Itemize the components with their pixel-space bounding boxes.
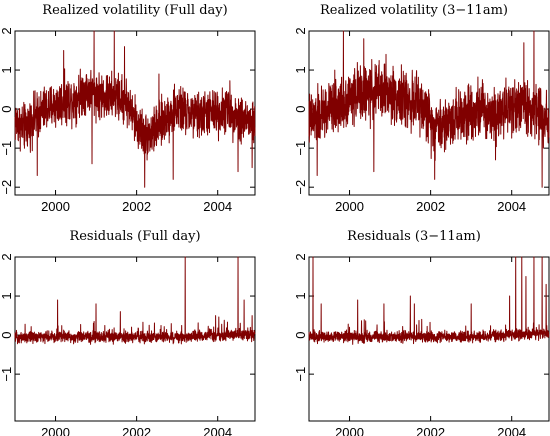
y-tick-label: 0 (293, 105, 308, 112)
x-tick-label: 2002 (416, 199, 445, 214)
panel-realized-volatility-full-day: Realized volatility (Full day) 2000 2002 2… (0, 3, 256, 214)
y-tick-label: −2 (0, 180, 14, 195)
panel-residuals-3-11am: Residuals (3−11am) 2000 2002 2004 −1 0 1 2 (293, 229, 550, 436)
plot-area: 2000 2002 2004 −2 −1 0 1 2 (0, 27, 256, 214)
plot-area: 2000 2002 2004 −2 −1 0 1 2 (293, 27, 550, 214)
x-tick-label: 2004 (497, 425, 526, 436)
y-tick-label: −2 (293, 180, 308, 195)
x-tick-label: 2000 (41, 199, 70, 214)
y-tick-label: 1 (0, 66, 14, 73)
y-tick-label: 1 (293, 292, 308, 299)
plot-area: 2000 2002 2004 −1 0 1 2 (293, 253, 550, 436)
panel-title: Realized volatility (Full day) (42, 3, 227, 18)
x-tick-label: 2004 (497, 199, 526, 214)
y-tick-label: −1 (0, 367, 14, 382)
y-tick-label: 0 (0, 105, 14, 112)
y-tick-label: 0 (0, 331, 14, 338)
y-tick-label: 2 (293, 27, 308, 34)
x-tick-label: 2004 (203, 199, 232, 214)
y-tick-label: 1 (0, 292, 14, 299)
x-tick-label: 2004 (203, 425, 232, 436)
x-tick-label: 2002 (416, 425, 445, 436)
panel-title: Residuals (Full day) (69, 229, 200, 244)
panel-title: Realized volatility (3−11am) (320, 3, 508, 18)
x-tick-label: 2000 (335, 425, 364, 436)
series-line (14, 256, 256, 345)
x-tick-label: 2002 (122, 199, 151, 214)
y-tick-label: −1 (293, 367, 308, 382)
y-tick-label: 2 (0, 253, 14, 260)
series-line (14, 30, 256, 188)
y-tick-label: 2 (0, 27, 14, 34)
y-tick-label: 0 (293, 331, 308, 338)
panel-title: Residuals (3−11am) (347, 229, 481, 244)
plot-area: 2000 2002 2004 −1 0 1 2 (0, 253, 256, 436)
y-tick-label: 2 (293, 253, 308, 260)
series-line (308, 30, 550, 188)
y-tick-label: −1 (293, 141, 308, 156)
x-tick-label: 2000 (41, 425, 70, 436)
x-tick-label: 2000 (335, 199, 364, 214)
y-tick-label: −1 (0, 141, 14, 156)
panel-realized-volatility-3-11am: Realized volatility (3−11am) 2000 2002 200… (293, 3, 550, 214)
x-tick-label: 2002 (122, 425, 151, 436)
y-tick-label: 1 (293, 66, 308, 73)
series-line (308, 256, 550, 345)
panel-residuals-full-day: Residuals (Full day) 2000 2002 2004 −1 0 1 2 (0, 229, 256, 436)
